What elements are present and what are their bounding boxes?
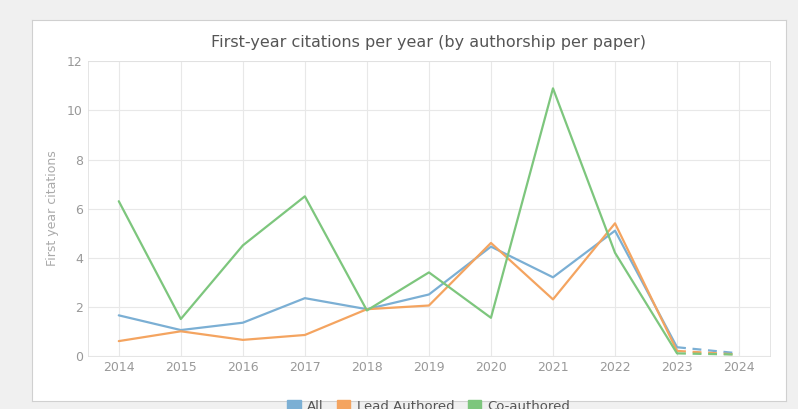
Y-axis label: First year citations: First year citations — [45, 151, 59, 267]
Legend: All, Lead Authored, Co-authored: All, Lead Authored, Co-authored — [282, 395, 575, 409]
Title: First-year citations per year (by authorship per paper): First-year citations per year (by author… — [211, 36, 646, 50]
